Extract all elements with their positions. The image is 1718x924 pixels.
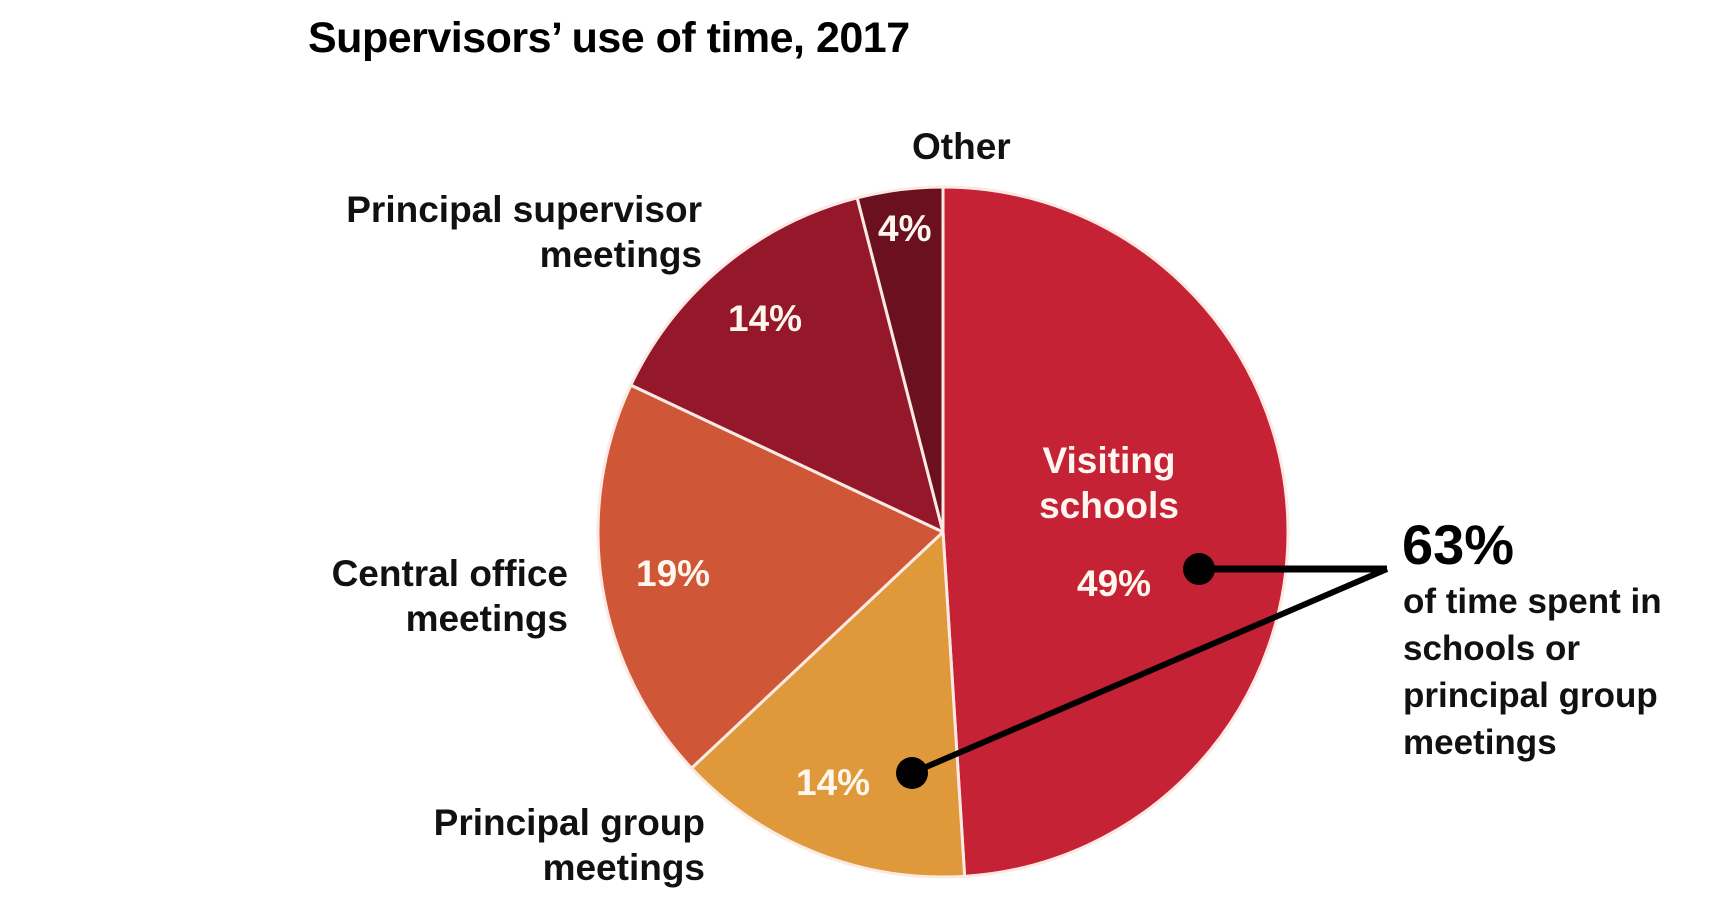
label-line: meetings — [542, 847, 705, 888]
pie-slice-principal-supervisor-meetings — [629, 196, 945, 534]
callout-dot-visiting — [1183, 553, 1215, 585]
pie-slice-principal-group-meetings — [690, 530, 967, 879]
label-visiting-schools: Visiting schools — [1034, 438, 1184, 528]
pie-slice-other — [855, 185, 945, 534]
label-principal-group: Principal group meetings — [380, 800, 705, 890]
callout-line: of time spent in — [1403, 582, 1662, 621]
callout-line: principal group — [1403, 676, 1658, 715]
callout-connector — [896, 553, 1389, 789]
label-line: Principal group — [433, 802, 705, 843]
callout-line: meetings — [1403, 723, 1557, 762]
pct-visiting: 49% — [1077, 563, 1152, 604]
callout-dot-principal-group — [896, 757, 928, 789]
label-principal-supervisor: Principal supervisor meetings — [300, 187, 702, 277]
label-line: meetings — [539, 234, 702, 275]
label-line: Central office — [331, 553, 568, 594]
pct-other: 4% — [878, 208, 932, 249]
pie-slice-central-office-meetings — [596, 383, 945, 770]
label-central-office: Central office meetings — [300, 551, 568, 641]
callout-value: 63% — [1402, 513, 1515, 576]
pie-slices — [596, 185, 1290, 879]
label-line: meetings — [405, 598, 568, 639]
pct-principal-group: 14% — [796, 762, 871, 803]
pie-slice-visiting-schools — [941, 185, 1290, 878]
pct-principal-supervisor: 14% — [728, 298, 803, 339]
callout-description: of time spent in schools or principal gr… — [1403, 578, 1662, 766]
chart-title: Supervisors’ use of time, 2017 — [308, 14, 910, 62]
label-line: Visiting — [1042, 440, 1176, 481]
label-other: Other — [912, 126, 1011, 167]
callout-line: schools or — [1403, 629, 1580, 668]
label-line: schools — [1039, 485, 1179, 526]
label-line: Principal supervisor — [346, 189, 702, 230]
pct-central-office: 19% — [636, 553, 711, 594]
